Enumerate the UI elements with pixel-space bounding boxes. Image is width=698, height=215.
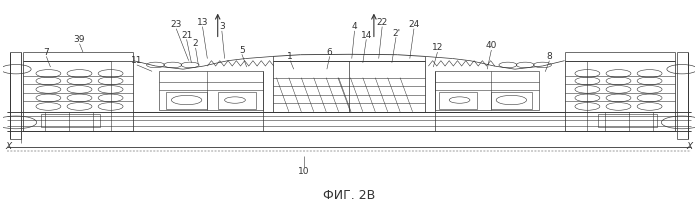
Bar (491, 92, 532, 109)
Text: 23: 23 (170, 20, 182, 29)
Bar (159, 71, 262, 110)
Bar (166, 92, 207, 109)
Text: 13: 13 (197, 18, 208, 27)
Text: ФИГ. 2В: ФИГ. 2В (323, 189, 375, 202)
Bar (439, 92, 477, 109)
Bar (41, 114, 101, 127)
Bar (436, 71, 539, 110)
Text: 14: 14 (361, 31, 372, 40)
Text: 8: 8 (547, 52, 552, 61)
Bar (273, 61, 425, 112)
Text: 39: 39 (74, 35, 85, 44)
Bar (565, 61, 675, 131)
Text: 2: 2 (193, 39, 198, 48)
Text: 40: 40 (486, 41, 497, 50)
Text: 7: 7 (43, 48, 49, 57)
Text: 5: 5 (239, 46, 245, 55)
Text: 21: 21 (181, 31, 192, 40)
Text: 1: 1 (288, 52, 293, 61)
Text: X: X (686, 142, 692, 151)
Text: 11: 11 (131, 56, 142, 65)
Text: 6: 6 (327, 48, 332, 57)
Text: 4: 4 (352, 22, 357, 31)
Text: 12: 12 (432, 43, 443, 52)
Text: 10: 10 (298, 167, 310, 176)
Text: 24: 24 (408, 20, 419, 29)
Text: 2': 2' (392, 29, 400, 37)
Bar (23, 61, 133, 131)
Text: 3: 3 (219, 22, 225, 31)
Text: X: X (6, 142, 12, 151)
Bar (218, 92, 255, 109)
Text: 22: 22 (376, 18, 388, 27)
Bar (597, 114, 657, 127)
